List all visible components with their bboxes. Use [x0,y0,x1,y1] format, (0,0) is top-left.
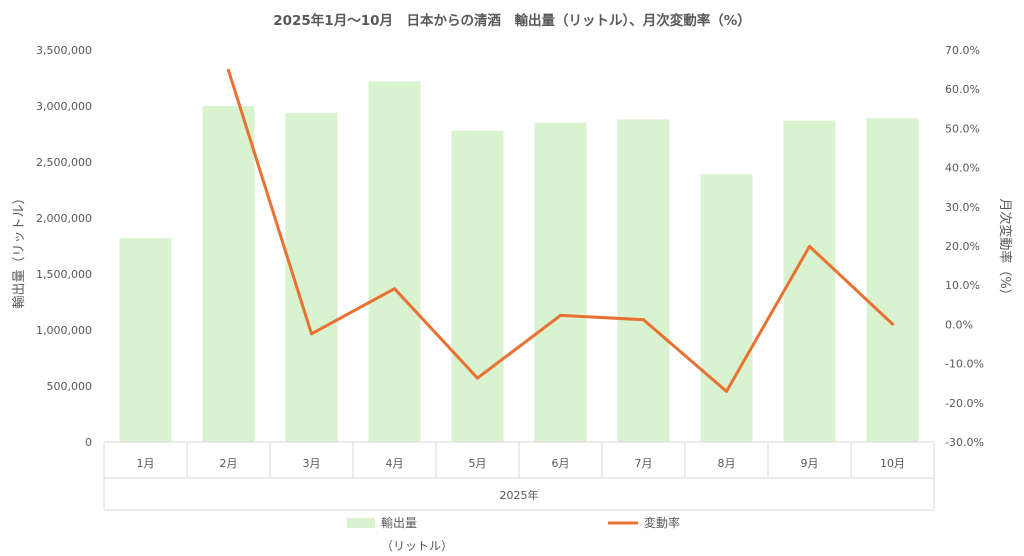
legend: 輸出量 （リットル） 変動率 [347,515,680,553]
line-point [725,389,728,393]
left-tick-label: 2,500,000 [36,156,92,169]
right-tick-label: 60.0% [945,83,980,96]
x-tick-label: 6月 [552,457,570,470]
right-tick-label: 0.0% [945,318,973,331]
left-tick-label: 3,500,000 [36,44,92,57]
line-series [227,68,894,393]
legend-label-bar: 輸出量 [381,515,417,530]
x-tick-label: 5月 [469,457,487,470]
left-tick-label: 1,000,000 [36,324,92,337]
right-axis-title: 月次変動率（%） [997,198,1013,301]
chart-title: 2025年1月〜10月 日本からの清酒 輸出量（リットル）、月次変動率（%） [273,12,751,29]
right-tick-label: -20.0% [945,397,984,410]
bar [534,122,587,443]
bar [783,120,836,442]
bar [866,118,919,442]
x-tick-label: 1月 [137,457,155,470]
x-tick-label: 2月 [220,457,238,470]
line-point [476,376,479,380]
left-tick-label: 1,500,000 [36,268,92,281]
bar [700,174,753,442]
x-tick-label: 3月 [303,457,321,470]
line-point [891,322,894,326]
line-point [227,68,230,72]
bar [617,119,670,442]
left-axis-title: 輸出量（リットル） [12,191,27,308]
line-point [642,318,645,322]
axes [103,441,935,511]
legend-label-bar-line2: （リットル） [381,539,453,553]
x-tick-label: 4月 [386,457,404,470]
line-point [808,244,811,248]
line-point [310,332,313,336]
legend-label-line: 変動率 [644,515,680,530]
right-tick-label: 50.0% [945,122,980,135]
x-tick-label: 8月 [718,457,736,470]
left-tick-label: 500,000 [47,380,93,393]
bar [368,81,421,443]
left-tick-label: 0 [85,436,92,449]
left-axis-ticks: 0 500,000 1,000,000 1,500,000 2,000,000 2,500… [36,44,92,449]
bar [202,106,255,442]
right-tick-label: 70.0% [945,44,980,57]
left-tick-label: 2,000,000 [36,212,92,225]
right-tick-label: -10.0% [945,358,984,371]
line-point [559,313,562,317]
right-tick-label: 20.0% [945,240,980,253]
x-tick-label: 10月 [880,457,905,470]
x-axis-ticks: 1月 2月 3月 4月 5月 6月 7月 8月 9月 10月 [137,457,906,470]
right-tick-label: 40.0% [945,162,980,175]
right-tick-label: 10.0% [945,279,980,292]
bar [451,130,504,442]
x-tick-label: 7月 [635,457,653,470]
legend-swatch-bar [347,518,375,528]
right-axis-ticks: -30.0% -20.0% -10.0% 0.0% 10.0% 20.0% 30.0% 40.… [945,44,984,449]
line-point [393,287,396,291]
x-group-label: 2025年 [500,488,539,502]
bar [119,238,172,442]
left-tick-label: 3,000,000 [36,100,92,113]
bar-series [119,81,919,443]
right-tick-label: 30.0% [945,201,980,214]
right-tick-label: -30.0% [945,436,984,449]
x-tick-label: 9月 [801,457,819,470]
